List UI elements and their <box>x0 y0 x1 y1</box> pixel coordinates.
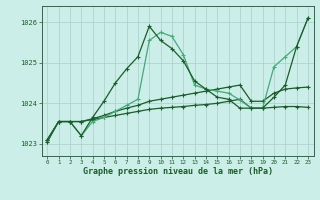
X-axis label: Graphe pression niveau de la mer (hPa): Graphe pression niveau de la mer (hPa) <box>83 167 273 176</box>
